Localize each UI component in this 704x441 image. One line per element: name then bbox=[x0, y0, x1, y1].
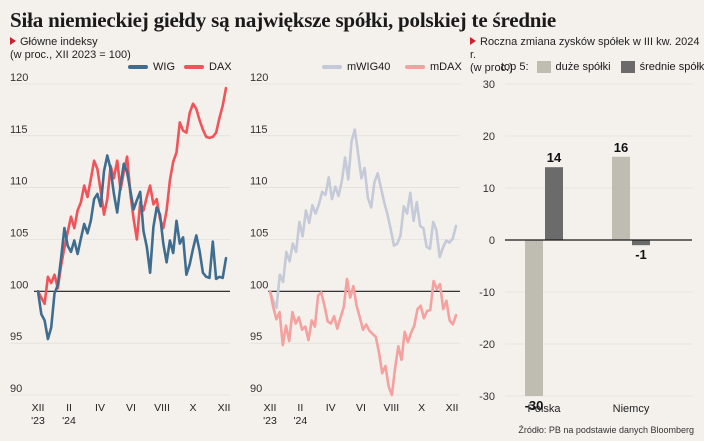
panel3-heading-block: Roczna zmiana zysków spółek w III kw. 20… bbox=[470, 36, 704, 75]
panel2-x-tick-label: VI bbox=[356, 402, 366, 414]
bar-value-label: 14 bbox=[547, 150, 562, 165]
panel2-x-tick-label: X bbox=[418, 402, 425, 414]
bar-category-label: Niemcy bbox=[613, 403, 650, 415]
bar-mid-polska bbox=[545, 167, 563, 240]
panel1-x-tick-label: '24 bbox=[62, 415, 76, 427]
bar-y-tick-label: -30 bbox=[479, 391, 495, 403]
bar-y-tick-label: -10 bbox=[479, 287, 495, 299]
y-tick-label: 100 bbox=[10, 279, 28, 291]
mwig40-line bbox=[268, 128, 458, 310]
panel3-heading: Roczna zmiana zysków spółek w III kw. 20… bbox=[470, 36, 700, 61]
panel2-x-tick-label: '24 bbox=[293, 415, 307, 427]
y-tick-label: 115 bbox=[10, 124, 28, 136]
y-tick-label: 110 bbox=[250, 176, 268, 188]
panel1-x-tick-label: IV bbox=[95, 402, 105, 414]
wig-swatch bbox=[128, 65, 148, 69]
source-note: Źródło: PB na podstawie danych Bloomberg bbox=[518, 425, 694, 435]
panel2-x-tick-label: IV bbox=[326, 402, 336, 414]
panel2-x-tick-label: II bbox=[297, 402, 303, 414]
y-tick-label: 100 bbox=[250, 279, 268, 291]
bar-y-tick-label: 20 bbox=[483, 131, 495, 143]
mdax-line bbox=[268, 277, 458, 397]
panel1-heading: Główne indeksy bbox=[20, 36, 98, 48]
bar-value-label: -1 bbox=[635, 247, 647, 262]
legend-wig: WIG bbox=[128, 61, 175, 73]
chart-title: Siła niemieckiej giełdy są największe sp… bbox=[10, 8, 557, 32]
mid-caps-swatch bbox=[620, 61, 635, 73]
legend-prefix: top 5: bbox=[501, 61, 529, 73]
y-tick-label: 105 bbox=[250, 228, 268, 240]
panel1-subheading: (w proc., XII 2023 = 100) bbox=[10, 49, 131, 61]
bar-y-tick-label: 30 bbox=[483, 79, 495, 91]
panel1-x-tick-label: '23 bbox=[31, 415, 45, 427]
y-tick-label: 115 bbox=[250, 124, 268, 136]
bar-large-polska bbox=[525, 240, 543, 396]
legend-mdax: mDAX bbox=[405, 61, 462, 73]
large-caps-swatch bbox=[536, 61, 551, 73]
bar-large-niemcy bbox=[612, 156, 630, 240]
legend-wig-label: WIG bbox=[153, 61, 175, 73]
bar-y-tick-label: -20 bbox=[479, 339, 495, 351]
y-tick-label: 95 bbox=[250, 331, 262, 343]
bar-value-label: 16 bbox=[614, 140, 628, 155]
mdax-swatch bbox=[405, 65, 425, 69]
legend-dax: DAX bbox=[184, 61, 232, 73]
mwig40-swatch bbox=[322, 65, 342, 69]
legend-mdax-label: mDAX bbox=[430, 61, 462, 73]
wig-line bbox=[36, 154, 228, 341]
panel1-x-tick-label: XII bbox=[32, 402, 45, 414]
bar-y-tick-label: 10 bbox=[483, 183, 495, 195]
legend-dax-label: DAX bbox=[209, 61, 232, 73]
y-tick-label: 105 bbox=[10, 228, 28, 240]
bar-category-label: Polska bbox=[527, 403, 561, 415]
legend-mwig40-label: mWIG40 bbox=[347, 61, 391, 73]
y-tick-label: 90 bbox=[250, 383, 262, 395]
panel3-subheading: (w proc.) bbox=[470, 62, 513, 74]
y-tick-label: 120 bbox=[250, 72, 268, 84]
bar-value-label: -30 bbox=[525, 398, 544, 413]
bar-y-tick-label: 0 bbox=[489, 235, 495, 247]
panel2-x-tick-label: VIII bbox=[383, 402, 399, 414]
bar-mid-niemcy bbox=[632, 240, 650, 246]
panel1-x-tick-label: X bbox=[189, 402, 196, 414]
red-triangle-icon bbox=[470, 37, 476, 45]
panel2-x-tick-label: '23 bbox=[263, 415, 277, 427]
panel2-x-tick-label: XII bbox=[264, 402, 277, 414]
panel1-x-tick-label: VI bbox=[126, 402, 136, 414]
panel1-x-tick-label: VIII bbox=[154, 402, 170, 414]
red-triangle-icon bbox=[10, 37, 16, 45]
y-tick-label: 90 bbox=[10, 383, 22, 395]
y-tick-label: 120 bbox=[10, 72, 28, 84]
legend-large-label: duże spółki bbox=[555, 61, 611, 73]
panel1-heading-block: Główne indeksy (w proc., XII 2023 = 100) bbox=[10, 36, 131, 62]
y-tick-label: 110 bbox=[10, 176, 28, 188]
panel1-x-tick-label: XII bbox=[218, 402, 231, 414]
dax-swatch bbox=[184, 65, 204, 69]
legend-mid-label: średnie spółki bbox=[639, 61, 704, 73]
y-tick-label: 95 bbox=[10, 331, 22, 343]
panel1-x-tick-label: II bbox=[66, 402, 72, 414]
panel2-x-tick-label: XII bbox=[446, 402, 459, 414]
legend-bars: top 5: duże spółki średnie spółki bbox=[501, 61, 704, 73]
legend-mwig40: mWIG40 bbox=[322, 61, 390, 73]
